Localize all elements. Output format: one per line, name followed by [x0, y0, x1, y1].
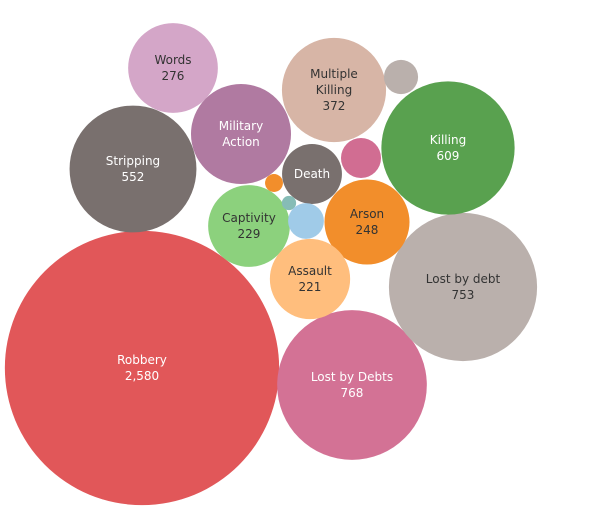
bubble [381, 81, 515, 215]
bubble [288, 203, 324, 239]
category-label: Military Action [218, 118, 264, 149]
value-label: 2,580 [124, 368, 160, 383]
category-label: Lost by Debts [310, 369, 394, 384]
bubble-label: Military Action [201, 84, 281, 184]
bubble [208, 185, 290, 267]
value-label: 609 [436, 148, 460, 163]
label-box: Stripping 552 [82, 106, 183, 233]
label-box: Arson 248 [333, 179, 401, 264]
label-box: Robbery 2,580 [32, 231, 251, 505]
category-label: Assault [288, 263, 332, 278]
bubble [4, 230, 280, 506]
value-label: 276 [161, 68, 185, 83]
bubble [269, 238, 351, 320]
label-box: Military Action [201, 84, 281, 184]
value-label: 768 [340, 385, 364, 400]
label-box: Multiple Killing 372 [292, 38, 375, 142]
value-label: 229 [237, 226, 261, 241]
value-label: 221 [298, 279, 322, 294]
label-box: Words 276 [137, 23, 209, 113]
category-label: Death [293, 166, 331, 181]
label-box: Assault 221 [278, 239, 342, 319]
bubble [324, 179, 410, 265]
label-box: Lost by debt 753 [404, 213, 523, 361]
value-label: 372 [322, 98, 346, 113]
bubble [277, 310, 427, 460]
bubble [190, 83, 292, 185]
bubble [282, 144, 342, 204]
bubble [128, 23, 218, 113]
label-box: Lost by Debts 768 [292, 310, 412, 460]
bubble [388, 212, 538, 362]
bubble [383, 59, 419, 95]
category-label: Arson [349, 206, 385, 221]
value-label: 552 [121, 169, 145, 184]
bubble [265, 174, 283, 192]
bubble [69, 105, 197, 233]
bubble [281, 37, 387, 143]
category-label: Words [154, 52, 192, 67]
category-label: Lost by debt [425, 271, 501, 286]
category-label: Stripping [105, 153, 161, 168]
category-label: Multiple Killing [310, 66, 358, 97]
bubble [340, 137, 382, 179]
label-box: Captivity 229 [216, 185, 281, 267]
label-box: Killing 609 [395, 81, 502, 214]
category-label: Captivity [222, 210, 276, 225]
label-box: Death [288, 144, 336, 204]
bubble-label: Death [288, 144, 336, 204]
bubble [281, 195, 297, 211]
value-label: 753 [451, 287, 475, 302]
value-label: 248 [355, 222, 379, 237]
category-label: Killing [429, 132, 467, 147]
category-label: Robbery [117, 352, 167, 367]
